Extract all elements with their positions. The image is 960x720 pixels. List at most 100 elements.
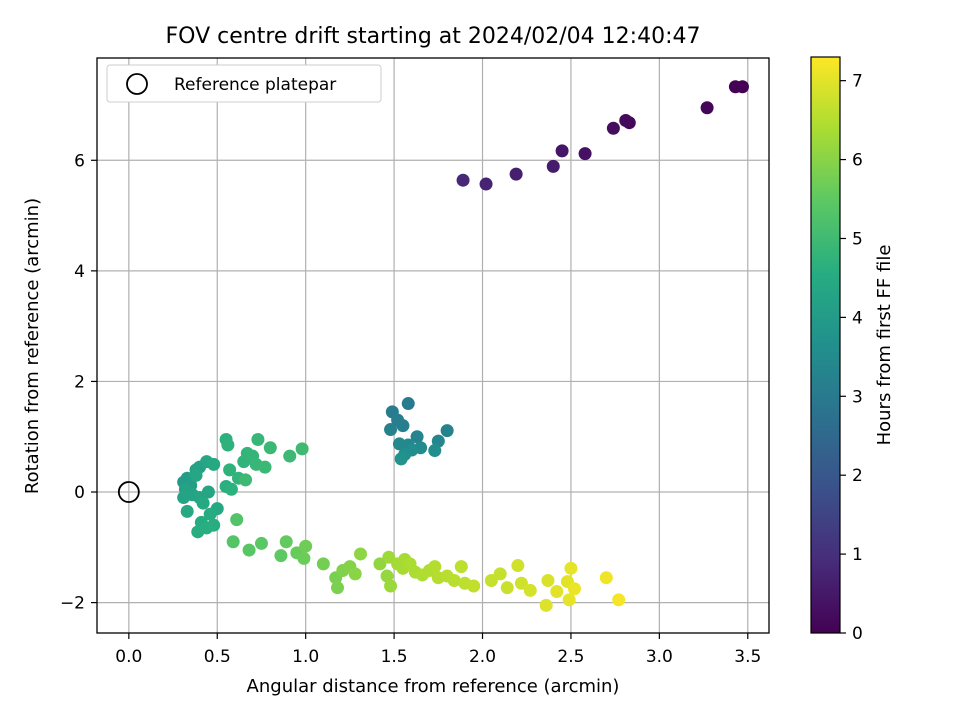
data-point [440, 424, 454, 438]
data-point [619, 113, 633, 127]
x-tick-label: 1.5 [381, 647, 408, 667]
data-point [562, 593, 576, 607]
colorbar-ticks: 0 1 2 3 4 5 6 7 [840, 72, 863, 644]
data-point [578, 147, 592, 161]
data-point [283, 449, 297, 463]
data-point [251, 432, 265, 446]
data-point [380, 569, 394, 583]
reference-platepar-marker [117, 481, 140, 503]
x-tick-label: 0.5 [204, 647, 231, 667]
data-point [612, 593, 626, 607]
data-point [479, 177, 493, 191]
y-tick-label: 0 [74, 483, 85, 503]
data-point [428, 444, 442, 458]
x-axis-ticks: 0.0 0.5 1.0 1.5 2.0 2.5 3.0 3.5 [115, 633, 761, 667]
data-point [456, 173, 470, 187]
data-point [223, 463, 237, 477]
colorbar-tick-label: 2 [852, 466, 863, 486]
x-tick-label: 3.0 [646, 647, 673, 667]
data-point [567, 582, 581, 596]
data-point [509, 167, 523, 181]
colorbar-tick-label: 7 [852, 72, 863, 92]
x-tick-label: 2.0 [469, 647, 496, 667]
colorbar-tick-label: 1 [852, 545, 863, 565]
data-point [467, 579, 481, 593]
legend: Reference platepar [106, 64, 382, 103]
data-point [511, 559, 525, 573]
data-point [500, 581, 514, 595]
colorbar-gradient [811, 57, 840, 633]
legend-box [106, 64, 382, 103]
x-tick-label: 0.0 [115, 647, 142, 667]
data-point [258, 460, 272, 474]
data-point [348, 567, 362, 581]
data-point [599, 571, 613, 585]
data-point [177, 491, 191, 505]
y-axis-label: Rotation from reference (arcmin) [22, 198, 43, 494]
data-point [316, 557, 330, 571]
legend-reference-marker [126, 73, 148, 95]
data-point [428, 560, 442, 574]
data-points [177, 80, 749, 612]
data-point [401, 397, 415, 411]
data-point [447, 573, 461, 587]
data-point [201, 485, 215, 499]
data-point [295, 442, 309, 456]
data-point [226, 535, 240, 549]
data-point [373, 557, 387, 571]
data-point [546, 159, 560, 173]
data-point [728, 80, 742, 94]
data-point [394, 452, 408, 466]
data-point [384, 579, 398, 593]
plot-frame [96, 57, 770, 634]
colorbar-tick-label: 3 [852, 387, 863, 407]
data-point [242, 543, 256, 557]
colorbar-frame [810, 56, 841, 634]
data-point [382, 550, 396, 564]
data-point [454, 560, 468, 574]
data-point [384, 423, 398, 437]
data-point [279, 535, 293, 549]
data-point [239, 473, 253, 487]
grid-lines [97, 58, 769, 633]
y-tick-label: 6 [74, 151, 85, 171]
y-tick-label: 4 [74, 262, 85, 282]
data-point [331, 581, 345, 595]
data-point [189, 468, 203, 482]
data-point [230, 513, 244, 527]
data-point [606, 121, 620, 135]
data-point [297, 551, 311, 565]
data-point [263, 441, 277, 455]
y-tick-label: −2 [60, 594, 85, 614]
chart-title: FOV centre drift starting at 2024/02/04 … [166, 24, 701, 49]
colorbar-tick-label: 4 [852, 308, 863, 328]
data-point [539, 598, 553, 612]
colorbar-tick-label: 6 [852, 151, 863, 171]
data-point [700, 101, 714, 115]
data-point [200, 521, 214, 535]
data-point [493, 567, 507, 581]
data-point [224, 482, 238, 496]
colorbar-tick-label: 0 [852, 624, 863, 644]
data-point [274, 549, 288, 563]
data-point [180, 504, 194, 518]
data-point [484, 573, 498, 587]
colorbar-tick-label: 5 [852, 229, 863, 249]
data-point [353, 547, 367, 561]
x-tick-label: 3.5 [734, 647, 761, 667]
data-point [196, 496, 210, 510]
data-point [203, 507, 217, 521]
data-point [523, 583, 537, 597]
data-point [555, 144, 569, 158]
data-point [514, 576, 528, 590]
y-axis-ticks: −2 0 2 4 6 [60, 151, 97, 614]
data-point [254, 536, 268, 550]
data-point [564, 561, 578, 575]
y-tick-label: 2 [74, 372, 85, 392]
data-point [541, 573, 555, 587]
x-tick-label: 1.0 [292, 647, 319, 667]
data-point [299, 539, 313, 553]
data-point [550, 585, 564, 599]
colorbar-label: Hours from first FF file [874, 245, 895, 446]
